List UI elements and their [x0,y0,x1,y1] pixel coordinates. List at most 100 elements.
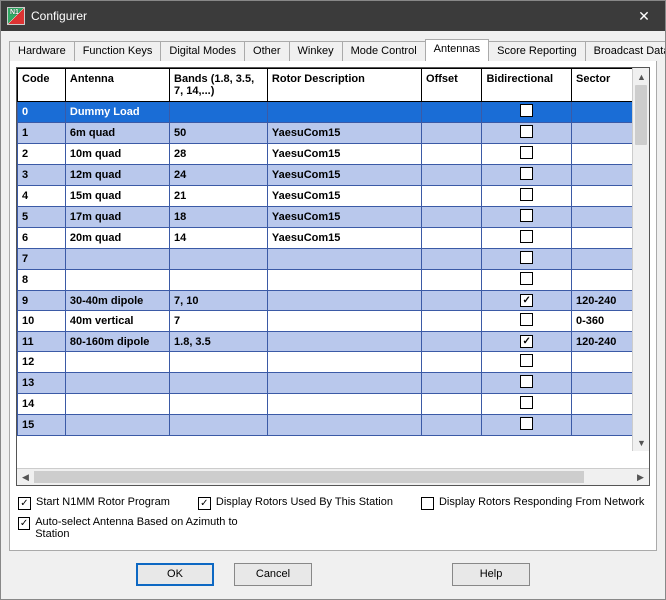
bidirectional-checkbox[interactable] [520,335,533,348]
tab-digital-modes[interactable]: Digital Modes [160,41,245,61]
cell-offset[interactable] [422,249,482,270]
cell-offset[interactable] [422,373,482,394]
bidirectional-checkbox[interactable] [520,188,533,201]
cell-rotor[interactable] [267,291,421,311]
cell-offset[interactable] [422,207,482,228]
vertical-scrollbar[interactable]: ▲ ▼ [632,68,649,451]
table-row[interactable]: 12 [18,352,650,373]
table-row[interactable]: 312m quad24YaesuCom15 [18,165,650,186]
cell-offset[interactable] [422,186,482,207]
bidirectional-checkbox[interactable] [520,313,533,326]
cell-rotor[interactable] [267,415,421,436]
cell-bidir[interactable] [482,123,572,144]
column-header-code[interactable]: Code [18,69,66,102]
tab-other[interactable]: Other [244,41,290,61]
table-row[interactable]: 415m quad21YaesuCom15 [18,186,650,207]
cell-antenna[interactable]: 15m quad [65,186,169,207]
close-button[interactable]: ✕ [623,1,665,31]
help-button[interactable]: Help [452,563,530,586]
column-header-bidir[interactable]: Bidirectional [482,69,572,102]
horizontal-scroll-thumb[interactable] [34,471,584,483]
column-header-bands[interactable]: Bands (1.8, 3.5, 7, 14,...) [170,69,268,102]
column-header-offset[interactable]: Offset [422,69,482,102]
cell-antenna[interactable]: Dummy Load [65,102,169,123]
cell-rotor[interactable] [267,249,421,270]
cell-offset[interactable] [422,415,482,436]
cell-antenna[interactable]: 20m quad [65,228,169,249]
cell-offset[interactable] [422,332,482,352]
cell-bands[interactable]: 50 [170,123,268,144]
cell-bands[interactable] [170,394,268,415]
cell-rotor[interactable] [267,311,421,332]
bidirectional-checkbox[interactable] [520,375,533,388]
cell-bands[interactable] [170,415,268,436]
tab-antennas[interactable]: Antennas [425,39,489,61]
scroll-down-arrow[interactable]: ▼ [633,434,649,451]
cell-bands[interactable]: 21 [170,186,268,207]
cell-rotor[interactable] [267,394,421,415]
bidirectional-checkbox[interactable] [520,167,533,180]
cell-bidir[interactable] [482,332,572,352]
cell-antenna[interactable]: 30-40m dipole [65,291,169,311]
column-header-rotor[interactable]: Rotor Description [267,69,421,102]
bidirectional-checkbox[interactable] [520,272,533,285]
cell-code[interactable]: 10 [18,311,66,332]
cell-bidir[interactable] [482,249,572,270]
cell-antenna[interactable] [65,270,169,291]
cancel-button[interactable]: Cancel [234,563,312,586]
cell-rotor[interactable] [267,373,421,394]
cell-rotor[interactable] [267,332,421,352]
cell-code[interactable]: 2 [18,144,66,165]
cell-code[interactable]: 1 [18,123,66,144]
tab-score-reporting[interactable]: Score Reporting [488,41,586,61]
cell-bidir[interactable] [482,144,572,165]
cell-bidir[interactable] [482,186,572,207]
cell-code[interactable]: 14 [18,394,66,415]
option-checkbox[interactable] [198,497,211,510]
cell-rotor[interactable]: YaesuCom15 [267,165,421,186]
cell-offset[interactable] [422,291,482,311]
table-row[interactable]: 8 [18,270,650,291]
scroll-right-arrow[interactable]: ▶ [632,469,649,486]
cell-code[interactable]: 6 [18,228,66,249]
scroll-up-arrow[interactable]: ▲ [633,68,649,85]
cell-bidir[interactable] [482,394,572,415]
cell-rotor[interactable] [267,102,421,123]
bidirectional-checkbox[interactable] [520,146,533,159]
cell-bands[interactable] [170,352,268,373]
table-row[interactable]: 210m quad28YaesuCom15 [18,144,650,165]
cell-bands[interactable] [170,249,268,270]
cell-bidir[interactable] [482,165,572,186]
cell-bidir[interactable] [482,102,572,123]
table-row[interactable]: 620m quad14YaesuCom15 [18,228,650,249]
cell-antenna[interactable]: 80-160m dipole [65,332,169,352]
cell-antenna[interactable] [65,415,169,436]
cell-bands[interactable]: 14 [170,228,268,249]
cell-bidir[interactable] [482,373,572,394]
horizontal-scrollbar[interactable]: ◀ ▶ [17,468,649,485]
cell-code[interactable]: 3 [18,165,66,186]
cell-bands[interactable] [170,102,268,123]
cell-offset[interactable] [422,165,482,186]
cell-code[interactable]: 13 [18,373,66,394]
cell-bands[interactable]: 7 [170,311,268,332]
vertical-scroll-thumb[interactable] [635,85,647,145]
cell-bidir[interactable] [482,207,572,228]
cell-rotor[interactable]: YaesuCom15 [267,123,421,144]
bidirectional-checkbox[interactable] [520,251,533,264]
table-row[interactable]: 0Dummy Load [18,102,650,123]
cell-antenna[interactable] [65,373,169,394]
cell-rotor[interactable]: YaesuCom15 [267,186,421,207]
cell-bands[interactable]: 1.8, 3.5 [170,332,268,352]
cell-offset[interactable] [422,123,482,144]
cell-antenna[interactable] [65,249,169,270]
scroll-left-arrow[interactable]: ◀ [17,469,34,486]
cell-rotor[interactable] [267,352,421,373]
table-row[interactable]: 13 [18,373,650,394]
cell-antenna[interactable]: 40m vertical [65,311,169,332]
table-row[interactable]: 15 [18,415,650,436]
table-row[interactable]: 517m quad18YaesuCom15 [18,207,650,228]
cell-offset[interactable] [422,144,482,165]
tab-broadcast-data[interactable]: Broadcast Data [585,41,665,61]
cell-antenna[interactable]: 17m quad [65,207,169,228]
